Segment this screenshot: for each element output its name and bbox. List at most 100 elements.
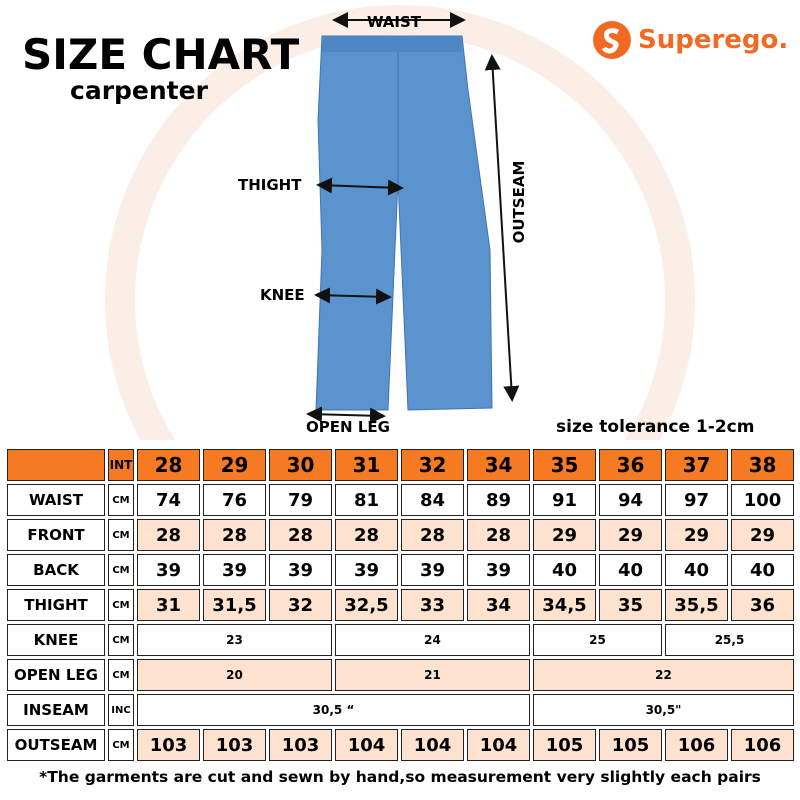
value-cell: 31 bbox=[137, 589, 200, 621]
row-label: KNEE bbox=[7, 624, 105, 656]
value-cell: 33 bbox=[401, 589, 464, 621]
size-header: 35 bbox=[533, 449, 596, 481]
value-cell: 76 bbox=[203, 484, 266, 516]
value-cell: 106 bbox=[731, 729, 794, 761]
row-label: THIGHT bbox=[7, 589, 105, 621]
table-row: OUTSEAM CM 103 103 103 104 104 104 105 105 106 106 bbox=[7, 729, 794, 761]
value-cell: 29 bbox=[731, 519, 794, 551]
table-row: KNEE CM 23 24 25 25,5 bbox=[7, 624, 794, 656]
value-cell: 25,5 bbox=[665, 624, 794, 656]
value-cell: 94 bbox=[599, 484, 662, 516]
outseam-label: OUTSEAM bbox=[510, 161, 528, 244]
knee-label: KNEE bbox=[260, 286, 305, 304]
value-cell: 30,5" bbox=[533, 694, 794, 726]
table-row: FRONT CM 28 28 28 28 28 28 29 29 29 29 bbox=[7, 519, 794, 551]
value-cell: 24 bbox=[335, 624, 530, 656]
value-cell: 29 bbox=[533, 519, 596, 551]
value-cell: 79 bbox=[269, 484, 332, 516]
footer-note: *The garments are cut and sewn by hand,s… bbox=[39, 768, 761, 786]
value-cell: 35 bbox=[599, 589, 662, 621]
value-cell: 35,5 bbox=[665, 589, 728, 621]
value-cell: 40 bbox=[665, 554, 728, 586]
value-cell: 39 bbox=[401, 554, 464, 586]
value-cell: 32,5 bbox=[335, 589, 398, 621]
value-cell: 28 bbox=[401, 519, 464, 551]
header-corner bbox=[7, 449, 105, 481]
value-cell: 32 bbox=[269, 589, 332, 621]
waist-label: WAIST bbox=[367, 13, 422, 31]
value-cell: 20 bbox=[137, 659, 332, 691]
size-header: 36 bbox=[599, 449, 662, 481]
size-tolerance: size tolerance 1-2cm bbox=[556, 417, 755, 437]
value-cell: 97 bbox=[665, 484, 728, 516]
value-cell: 39 bbox=[137, 554, 200, 586]
value-cell: 28 bbox=[467, 519, 530, 551]
value-cell: 89 bbox=[467, 484, 530, 516]
value-cell: 34,5 bbox=[533, 589, 596, 621]
title: SIZE CHART bbox=[22, 30, 300, 79]
value-cell: 22 bbox=[533, 659, 794, 691]
value-cell: 91 bbox=[533, 484, 596, 516]
value-cell: 28 bbox=[269, 519, 332, 551]
value-cell: 34 bbox=[467, 589, 530, 621]
value-cell: 103 bbox=[137, 729, 200, 761]
row-label: WAIST bbox=[7, 484, 105, 516]
value-cell: 105 bbox=[533, 729, 596, 761]
value-cell: 104 bbox=[335, 729, 398, 761]
unit-cell: CM bbox=[108, 659, 134, 691]
size-table: INT 28 29 30 31 32 34 35 36 37 38 WAIST CM 74 76 79 81 84… bbox=[4, 446, 797, 764]
unit-cell: CM bbox=[108, 519, 134, 551]
value-cell: 103 bbox=[203, 729, 266, 761]
value-cell: 84 bbox=[401, 484, 464, 516]
value-cell: 29 bbox=[599, 519, 662, 551]
unit-cell: CM bbox=[108, 729, 134, 761]
value-cell: 103 bbox=[269, 729, 332, 761]
row-label: BACK bbox=[7, 554, 105, 586]
value-cell: 39 bbox=[467, 554, 530, 586]
value-cell: 104 bbox=[467, 729, 530, 761]
illustration: WAIST THIGHT KNEE OPEN LEG OUTSEAM bbox=[105, 5, 695, 440]
value-cell: 25 bbox=[533, 624, 662, 656]
value-cell: 106 bbox=[665, 729, 728, 761]
value-cell: 21 bbox=[335, 659, 530, 691]
unit-cell: CM bbox=[108, 484, 134, 516]
row-label: INSEAM bbox=[7, 694, 105, 726]
table-row: THIGHT CM 31 31,5 32 32,5 33 34 34,5 35 35,5 36 bbox=[7, 589, 794, 621]
value-cell: 100 bbox=[731, 484, 794, 516]
row-label: OUTSEAM bbox=[7, 729, 105, 761]
size-header: 28 bbox=[137, 449, 200, 481]
table-row: OPEN LEG CM 20 21 22 bbox=[7, 659, 794, 691]
value-cell: 40 bbox=[533, 554, 596, 586]
value-cell: 40 bbox=[599, 554, 662, 586]
value-cell: 39 bbox=[335, 554, 398, 586]
value-cell: 31,5 bbox=[203, 589, 266, 621]
value-cell: 29 bbox=[665, 519, 728, 551]
value-cell: 74 bbox=[137, 484, 200, 516]
value-cell: 23 bbox=[137, 624, 332, 656]
unit-cell: INT bbox=[108, 449, 134, 481]
value-cell: 81 bbox=[335, 484, 398, 516]
unit-cell: CM bbox=[108, 624, 134, 656]
row-label: OPEN LEG bbox=[7, 659, 105, 691]
size-header: 37 bbox=[665, 449, 728, 481]
size-header: 30 bbox=[269, 449, 332, 481]
value-cell: 28 bbox=[203, 519, 266, 551]
thigh-label: THIGHT bbox=[238, 176, 302, 194]
size-header: 38 bbox=[731, 449, 794, 481]
size-header: 29 bbox=[203, 449, 266, 481]
value-cell: 39 bbox=[203, 554, 266, 586]
table-row: INSEAM INC 30,5 “30,5" bbox=[7, 694, 794, 726]
value-cell: 39 bbox=[269, 554, 332, 586]
row-label: FRONT bbox=[7, 519, 105, 551]
table-row: WAIST CM 74 76 79 81 84 89 91 94 97 100 bbox=[7, 484, 794, 516]
size-header: 32 bbox=[401, 449, 464, 481]
unit-cell: CM bbox=[108, 589, 134, 621]
value-cell: 40 bbox=[731, 554, 794, 586]
value-cell: 105 bbox=[599, 729, 662, 761]
logo-icon bbox=[593, 21, 631, 59]
value-cell: 30,5 “ bbox=[137, 694, 530, 726]
subtitle: carpenter bbox=[70, 76, 208, 105]
size-header: 34 bbox=[467, 449, 530, 481]
value-cell: 28 bbox=[335, 519, 398, 551]
